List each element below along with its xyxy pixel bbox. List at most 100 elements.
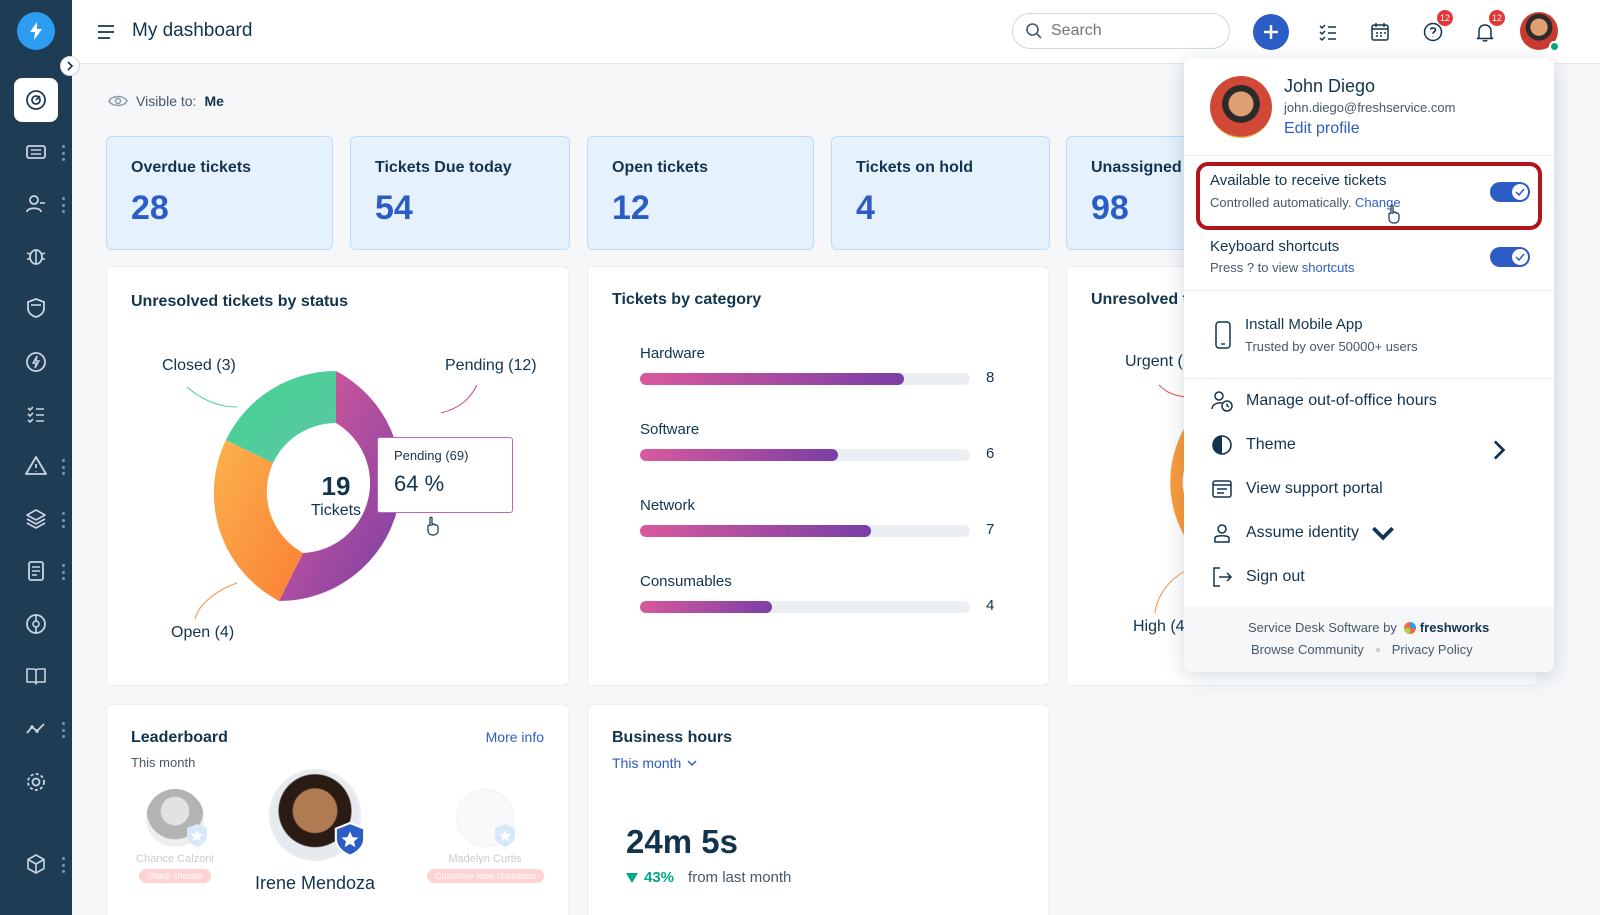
- chevron-right-icon: [1493, 440, 1506, 460]
- leader-entry-top[interactable]: Irene Mendoza: [253, 769, 377, 894]
- kpi-due-today[interactable]: Tickets Due today 54: [350, 136, 570, 250]
- donut-segment-open[interactable]: [213, 440, 303, 601]
- nav-contracts[interactable]: [14, 549, 58, 593]
- mobile-app-title[interactable]: Install Mobile App: [1245, 316, 1363, 333]
- check-icon: [1515, 253, 1525, 261]
- kpi-overdue[interactable]: Overdue tickets 28: [106, 136, 333, 250]
- search-box[interactable]: [1012, 13, 1230, 49]
- browse-community-link[interactable]: Browse Community: [1251, 642, 1364, 657]
- category-row[interactable]: Software 6: [640, 421, 1000, 462]
- kpi-label: Tickets Due today: [375, 159, 512, 176]
- user-icon: [1214, 524, 1230, 543]
- add-new-button[interactable]: [1253, 14, 1289, 50]
- nav-analytics[interactable]: [14, 707, 58, 751]
- kpi-on-hold[interactable]: Tickets on hold 4: [831, 136, 1050, 250]
- shortcuts-toggle[interactable]: [1490, 247, 1530, 267]
- shortcuts-link[interactable]: shortcuts: [1301, 260, 1355, 275]
- category-name: Network: [640, 497, 696, 514]
- nav-alerts[interactable]: [14, 444, 58, 488]
- visibility-label: Visible to:: [136, 93, 197, 109]
- privacy-policy-link[interactable]: Privacy Policy: [1391, 642, 1473, 657]
- widget-title: Business hours: [612, 729, 733, 746]
- menu-theme[interactable]: Theme: [1210, 429, 1530, 461]
- change-link[interactable]: Change: [1355, 195, 1401, 210]
- shortcuts-title: Keyboard shortcuts: [1210, 238, 1340, 255]
- footer-credit: Service Desk Software by freshworks: [1248, 620, 1490, 635]
- leader-entry[interactable]: Madelyn Curtis Customer wow champion: [427, 789, 545, 884]
- nav-apps[interactable]: [14, 842, 58, 886]
- closed-leader-line: [186, 386, 238, 408]
- category-value: 8: [986, 369, 995, 386]
- app-logo[interactable]: [17, 12, 55, 50]
- theme-icon: [1212, 435, 1232, 455]
- calendar-icon: [1371, 23, 1389, 41]
- nav-admin[interactable]: [14, 760, 58, 804]
- cube-icon: [27, 854, 45, 874]
- category-row[interactable]: Consumables 4: [640, 573, 1000, 614]
- widget-title: Unresolved t: [1091, 291, 1188, 308]
- legend-pending: Pending (12): [445, 357, 537, 374]
- kpi-label: Open tickets: [612, 159, 709, 176]
- eye-icon: [108, 95, 128, 107]
- footer-links: Browse Community Privacy Policy: [1251, 642, 1473, 657]
- widget-title: Tickets by category: [612, 291, 762, 308]
- nav-problems[interactable]: [14, 234, 58, 278]
- menu-label: Sign out: [1246, 568, 1305, 585]
- help-button[interactable]: 12: [1419, 10, 1453, 46]
- todo-button[interactable]: [1314, 18, 1342, 46]
- kpi-label: Tickets on hold: [856, 159, 974, 176]
- page-title: My dashboard: [132, 20, 253, 41]
- menu-label: View support portal: [1246, 480, 1383, 497]
- nav-dashboard[interactable]: [14, 78, 58, 122]
- donut-segment-pending[interactable]: [279, 371, 402, 602]
- category-row[interactable]: Hardware 8: [640, 345, 1000, 386]
- donut-segment-closed[interactable]: [226, 370, 336, 463]
- nav-tickets[interactable]: [14, 130, 58, 174]
- menu-support-portal[interactable]: View support portal: [1210, 473, 1530, 505]
- search-input[interactable]: [1051, 22, 1211, 40]
- sidebar-expand-button[interactable]: [60, 56, 80, 76]
- nav-tasks[interactable]: [14, 392, 58, 436]
- profile-name: John Diego: [1284, 76, 1376, 96]
- gear-icon: [27, 773, 45, 791]
- edit-profile-link[interactable]: Edit profile: [1284, 120, 1360, 137]
- star-shield-icon: [334, 821, 366, 857]
- kpi-label: Unassigned: [1091, 159, 1182, 176]
- bolt-icon: [30, 22, 42, 40]
- nav-projects[interactable]: [14, 602, 58, 646]
- freshworks-logo[interactable]: freshworks: [1403, 620, 1489, 635]
- notifications-button[interactable]: 12: [1471, 10, 1505, 46]
- user-avatar[interactable]: [1520, 12, 1560, 52]
- menu-sign-out[interactable]: Sign out: [1210, 561, 1530, 593]
- search-icon: [1026, 23, 1042, 39]
- business-hours-delta: 43% from last month: [626, 869, 791, 886]
- status-widget: Unresolved tickets by status 19 Tickets …: [106, 266, 569, 686]
- calendar-button[interactable]: [1366, 18, 1394, 46]
- menu-assume-identity[interactable]: Assume identity: [1210, 517, 1530, 549]
- kpi-open[interactable]: Open tickets 12: [587, 136, 814, 250]
- shield-icon: [27, 298, 45, 318]
- toggle-knob: [1512, 184, 1528, 200]
- leader-entry[interactable]: Chance Calzoni Sharp shooter: [125, 789, 225, 884]
- availability-toggle[interactable]: [1490, 182, 1530, 202]
- tooltip-title: Pending (69): [394, 448, 469, 463]
- nav-solutions[interactable]: [14, 654, 58, 698]
- menu-icon[interactable]: [96, 22, 116, 42]
- help-icon: [1423, 22, 1443, 42]
- nav-releases[interactable]: [14, 340, 58, 384]
- nav-requesters[interactable]: [14, 182, 58, 226]
- nav-assets[interactable]: [14, 497, 58, 541]
- pending-leader-line: [440, 384, 478, 414]
- availability-title: Available to receive tickets: [1210, 172, 1387, 189]
- more-info-link[interactable]: More info: [485, 729, 544, 745]
- lightning-icon: [26, 352, 46, 372]
- nav-changes[interactable]: [14, 286, 58, 330]
- menu-out-of-office[interactable]: Manage out-of-office hours: [1210, 385, 1530, 417]
- period-dropdown[interactable]: This month: [612, 755, 697, 771]
- priority-donut-partial: [1154, 384, 1186, 614]
- category-bar: [640, 373, 904, 385]
- category-value: 4: [986, 597, 995, 614]
- check-icon: [1515, 188, 1525, 196]
- ticket-icon: [26, 145, 46, 159]
- category-row[interactable]: Network 7: [640, 497, 1000, 538]
